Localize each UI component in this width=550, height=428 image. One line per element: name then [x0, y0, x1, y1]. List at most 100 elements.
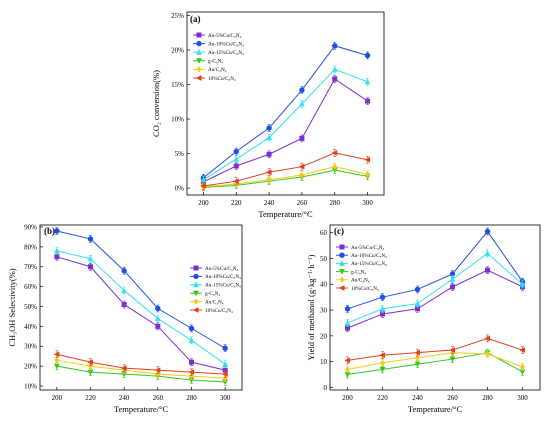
plot-frame [39, 224, 243, 391]
data-point [87, 236, 94, 242]
y-axis-label: CO₂ conversion(%) [151, 70, 161, 137]
series-line [56, 359, 226, 379]
y-tick-label: 20% [171, 46, 184, 54]
legend-item: Au-10%Cu/C₃N₄ [190, 273, 241, 280]
data-point [188, 369, 194, 376]
legend-label: 10%Cu/C₃N₄ [351, 286, 379, 292]
data-point [87, 255, 94, 262]
series-g-c3n4 [200, 166, 371, 192]
data-point [345, 325, 350, 331]
series-au-c3n4 [345, 348, 525, 374]
data-point [121, 268, 127, 274]
series-g-c3n4 [344, 348, 526, 379]
y-tick-label: 5% [175, 150, 185, 158]
data-point [449, 271, 456, 277]
y-tick-label: 60% [24, 283, 37, 291]
legend-marker [193, 290, 199, 297]
legend-marker [339, 269, 345, 275]
legend-marker [193, 298, 199, 305]
y-tick-label: 10 [320, 358, 328, 366]
data-point [484, 228, 491, 235]
legend-marker [196, 40, 202, 47]
legend-label: Au-5%Cu/C₃N₄ [208, 33, 241, 39]
legend-label: Au-15%Cu/C₃N₄ [208, 50, 244, 56]
chart-panel-c: (c) 200 220 240 260 280 300 0 10 20 30 40 50 60 Temper… [306, 224, 541, 414]
y-tick-label: 30 [320, 306, 328, 314]
x-tick-label: 300 [220, 394, 231, 402]
data-point [332, 163, 338, 170]
legend-label: Au-15%Cu/C₃N₄ [205, 283, 241, 289]
series-line [56, 250, 226, 365]
data-point [331, 149, 338, 156]
series-au-15-cu-c3n4 [53, 247, 229, 368]
series-au-5-cu-c3n4 [54, 253, 228, 374]
data-point [154, 367, 161, 374]
y-tick-label: 50% [24, 303, 37, 311]
series-line [203, 152, 368, 187]
data-point [332, 43, 338, 49]
x-tick-label: 200 [198, 199, 209, 207]
data-point [414, 349, 420, 356]
data-point [450, 284, 455, 290]
series-line [203, 68, 368, 181]
legend-label: Au-10%Cu/C₃N₄ [351, 253, 387, 259]
y-tick-label: 90% [24, 223, 37, 231]
data-point [379, 305, 386, 312]
data-point [484, 250, 491, 256]
data-point [345, 366, 350, 373]
legend-marker [193, 265, 199, 271]
data-point [485, 267, 490, 273]
data-point [266, 125, 272, 131]
legend-marker [196, 58, 202, 64]
data-point [365, 98, 371, 104]
data-point [344, 357, 350, 364]
data-point [414, 286, 421, 293]
data-point [519, 347, 525, 353]
series-10-cu-c3n4 [200, 149, 371, 190]
data-point [222, 371, 228, 377]
series-line [203, 78, 368, 183]
data-point [121, 302, 127, 308]
y-axis-label: CH₃OH Selectivity(%) [7, 268, 17, 346]
data-point [344, 306, 351, 312]
data-point [414, 300, 421, 307]
series-line [347, 337, 523, 361]
data-point [154, 315, 161, 321]
data-point [485, 350, 490, 358]
legend-marker [338, 285, 345, 291]
panel-label: (a) [190, 14, 201, 24]
legend-item: 10%Cu/C₃N₄ [336, 285, 379, 292]
x-tick-label: 200 [52, 394, 63, 402]
data-point [222, 374, 228, 382]
series-au-5-cu-c3n4 [345, 266, 525, 332]
plot-frame [186, 11, 385, 196]
legend-item: Au/C₃N₄ [190, 298, 224, 305]
legend-item: Au-15%Cu/C₃N₄ [190, 281, 241, 289]
series-g-c3n4 [53, 362, 229, 386]
y-tick-label: 40% [24, 323, 37, 331]
data-point [332, 76, 338, 82]
series-au-10-cu-c3n4 [200, 42, 371, 182]
data-point [344, 372, 351, 378]
legend-item: Au-10%Cu/C₃N₄ [336, 252, 387, 259]
y-tick-label: 50 [320, 255, 328, 263]
legend-marker [196, 32, 202, 38]
data-point [379, 294, 386, 300]
data-point [155, 305, 161, 312]
series-line [203, 166, 368, 188]
data-point [155, 370, 161, 378]
data-point [380, 311, 385, 317]
x-tick-label: 260 [153, 394, 164, 402]
x-tick-label: 240 [264, 199, 275, 207]
legend-marker [339, 260, 345, 266]
x-tick-label: 200 [342, 394, 353, 402]
data-point [155, 323, 161, 329]
legend-marker [339, 252, 345, 258]
legend-label: Au-15%Cu/C₃N₄ [351, 261, 387, 267]
legend-label: g-C₃N₄ [351, 269, 366, 275]
x-tick-label: 260 [447, 394, 458, 402]
series-au-15-cu-c3n4 [344, 249, 526, 327]
x-tick-label: 280 [186, 394, 197, 402]
